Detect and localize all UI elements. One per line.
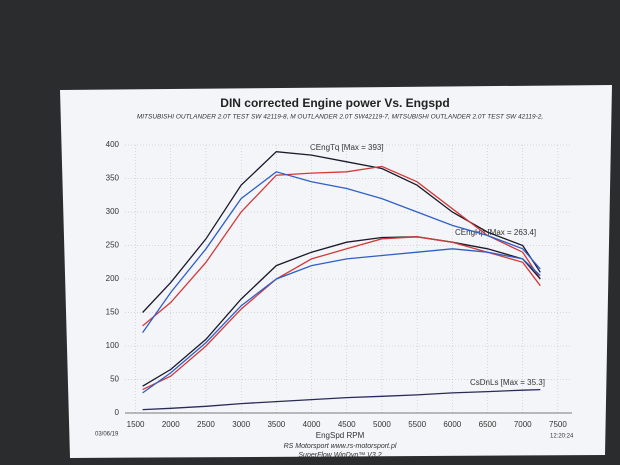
- chart-title: DIN corrected Engine power Vs. Engspd: [220, 96, 449, 110]
- y-tick-label: 100: [106, 341, 120, 350]
- date: 03/06/19: [95, 432, 119, 438]
- y-tick-label: 0: [115, 408, 120, 417]
- x-axis-label: EngSpd RPM: [316, 431, 365, 440]
- time: 12:20:24: [550, 434, 574, 440]
- y-tick-label: 300: [106, 207, 120, 216]
- chart-subtitle: MITSUBISHI OUTLANDER 2.0T TEST SW 42119-…: [137, 114, 544, 121]
- series-line: [142, 171, 541, 333]
- x-tick-label: 7500: [549, 420, 567, 429]
- x-tick-label: 5500: [408, 420, 426, 429]
- x-tick-label: 3500: [267, 420, 285, 429]
- series-line: [142, 151, 541, 313]
- y-tick-label: 250: [106, 241, 120, 250]
- y-tick-label: 400: [106, 140, 120, 149]
- x-tick-label: 6000: [443, 420, 461, 429]
- annotation: CsDnLs [Max = 35.3]: [470, 378, 545, 387]
- x-tick-label: 2000: [162, 420, 180, 429]
- x-tick-label: 6500: [479, 420, 497, 429]
- x-tick-label: 4500: [338, 420, 356, 429]
- x-tick-label: 3000: [232, 420, 250, 429]
- y-tick-label: 150: [106, 308, 120, 317]
- x-tick-label: 2500: [197, 420, 215, 429]
- annotation: CEngHp [Max = 263.4]: [455, 228, 536, 237]
- x-tick-label: 7000: [514, 420, 532, 429]
- x-tick-label: 4000: [303, 420, 321, 429]
- y-tick-label: 50: [110, 375, 119, 384]
- footer: RS Motorsport www.rs-motorsport.pl: [284, 443, 397, 450]
- series-line: [142, 236, 541, 387]
- series-line: [142, 388, 541, 411]
- annotation: CEngTq [Max = 393]: [310, 143, 384, 152]
- x-tick-label: 5000: [373, 420, 391, 429]
- y-tick-label: 350: [106, 174, 120, 183]
- x-tick-label: 1500: [127, 420, 145, 429]
- y-tick-label: 200: [106, 274, 120, 283]
- series-line: [142, 248, 541, 394]
- footer: SuperFlow WinDyn™ V3.2: [298, 452, 381, 459]
